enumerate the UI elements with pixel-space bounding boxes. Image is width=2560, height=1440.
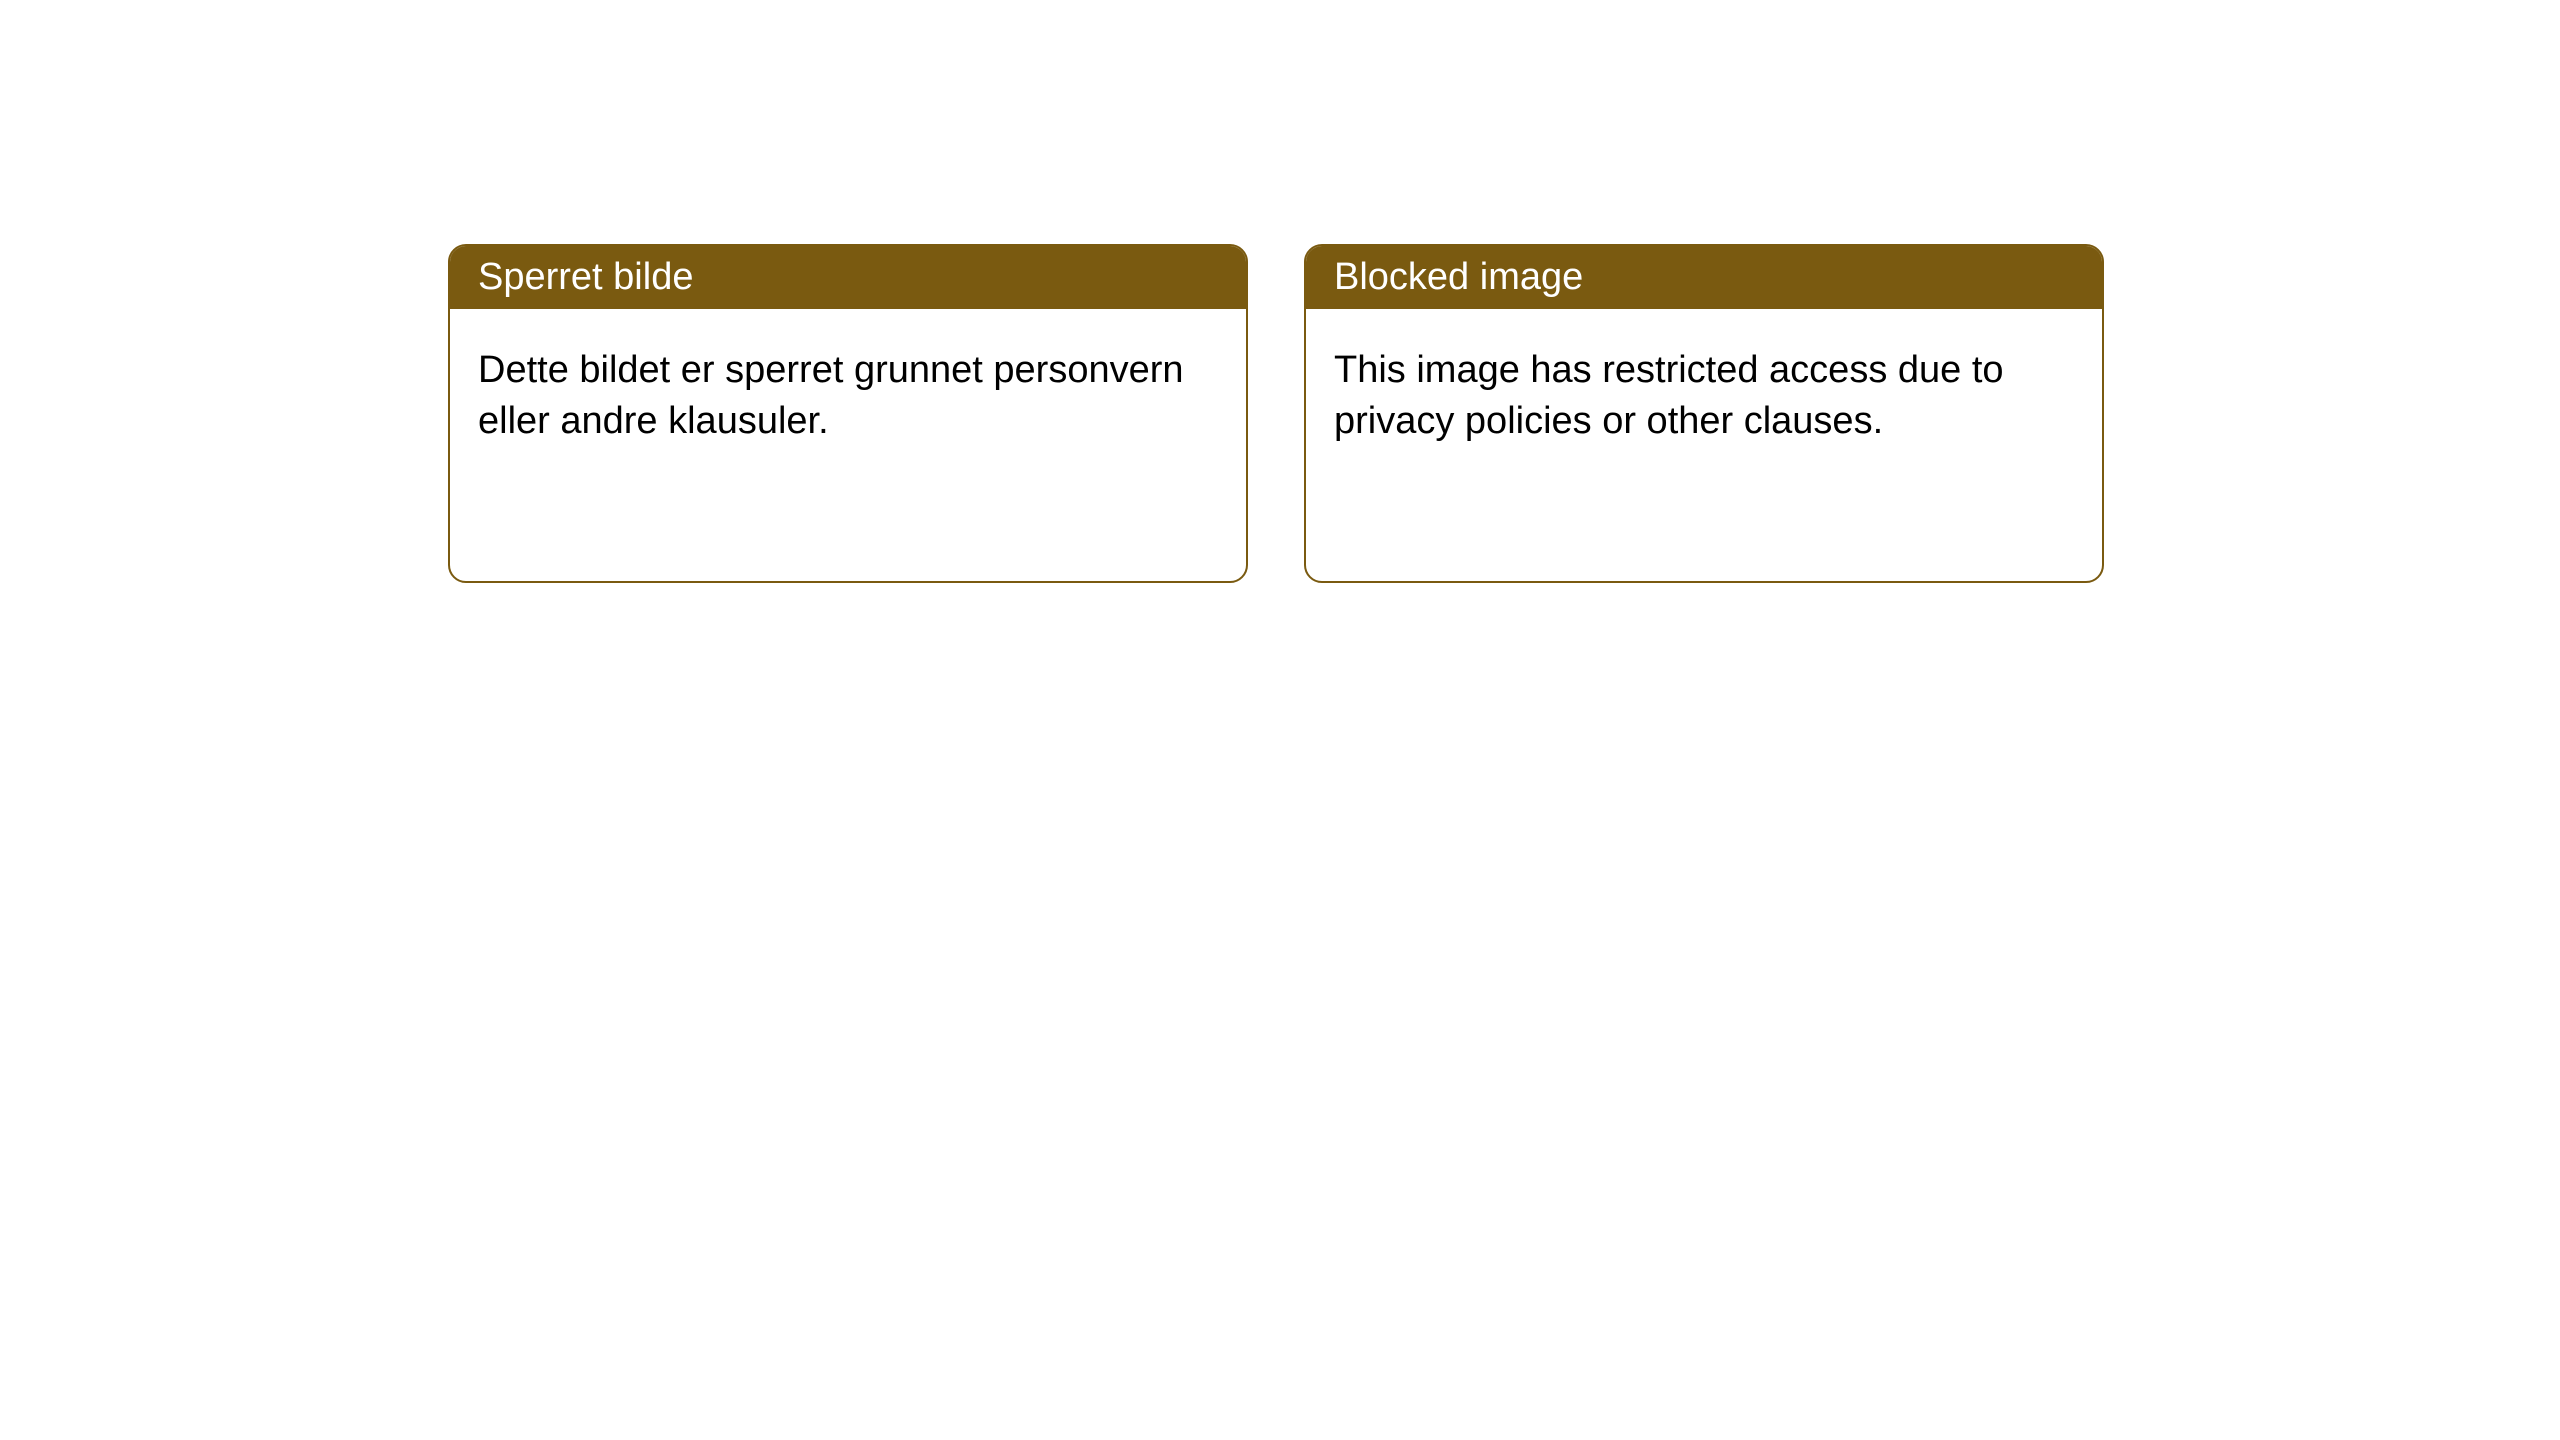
card-text: This image has restricted access due to … <box>1334 345 2074 448</box>
notice-container: Sperret bilde Dette bildet er sperret gr… <box>448 244 2104 583</box>
card-text: Dette bildet er sperret grunnet personve… <box>478 345 1218 448</box>
notice-card-english: Blocked image This image has restricted … <box>1304 244 2104 583</box>
card-header: Blocked image <box>1306 246 2102 309</box>
card-header: Sperret bilde <box>450 246 1246 309</box>
card-title: Sperret bilde <box>478 256 693 298</box>
card-body: Dette bildet er sperret grunnet personve… <box>450 309 1246 581</box>
notice-card-norwegian: Sperret bilde Dette bildet er sperret gr… <box>448 244 1248 583</box>
card-body: This image has restricted access due to … <box>1306 309 2102 581</box>
card-title: Blocked image <box>1334 256 1583 298</box>
